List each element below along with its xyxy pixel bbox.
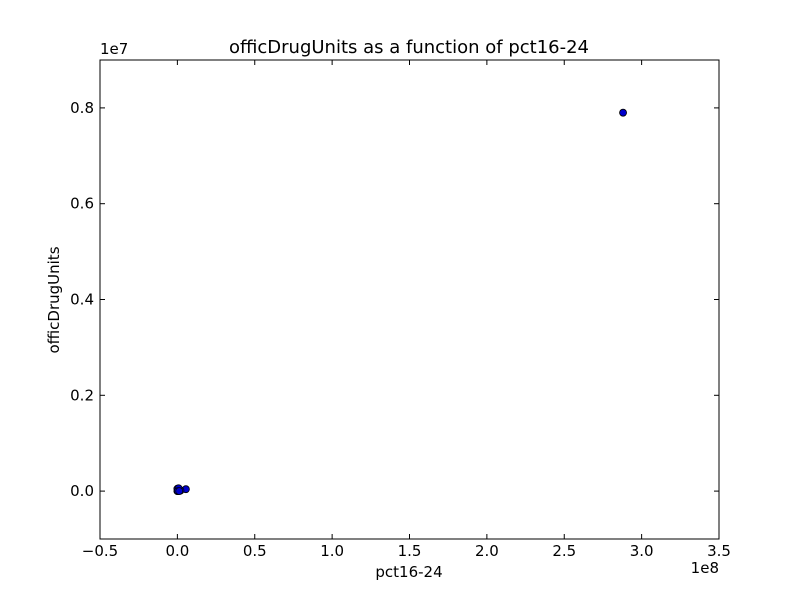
x-tick-label: 1.5: [398, 542, 422, 560]
x-axis-label: pct16-24: [375, 563, 442, 581]
x-tick-label: 2.5: [552, 542, 576, 560]
axis-ticks: −0.5 0.0 0.5 1.0 1.5 2.0 2.5 3.0 3.5 0.0 0.2 0.4 0.6…: [70, 60, 731, 560]
plot-area: [99, 59, 720, 540]
chart-title: officDrugUnits as a function of pct16-24: [229, 37, 589, 58]
y-tick-label: 0.8: [70, 99, 94, 117]
x-tick-label: 3.0: [630, 542, 654, 560]
y-axis-label: officDrugUnits: [45, 246, 63, 353]
y-tick-label: 0.4: [70, 291, 94, 309]
x-tick-label: −0.5: [82, 542, 118, 560]
y-tick-label: 0.0: [70, 482, 94, 500]
x-tick-label: 0.5: [243, 542, 267, 560]
x-tick-label: 1.0: [320, 542, 344, 560]
x-tick-label: 0.0: [165, 542, 189, 560]
x-tick-label: 3.5: [707, 542, 731, 560]
y-offset-label: 1e7: [100, 40, 128, 58]
x-tick-label: 2.0: [475, 542, 499, 560]
y-tick-label: 0.2: [70, 386, 94, 404]
x-offset-label: 1e8: [691, 559, 719, 577]
data-points: [173, 108, 627, 496]
data-point: [619, 108, 627, 117]
data-point: [175, 487, 184, 496]
y-tick-label: 0.6: [70, 195, 94, 213]
